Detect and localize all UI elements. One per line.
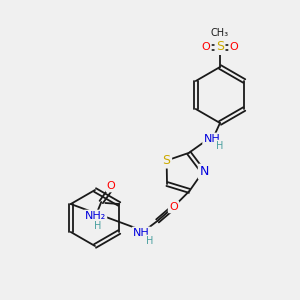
Text: H: H xyxy=(216,141,224,151)
Text: CH₃: CH₃ xyxy=(211,28,229,38)
Text: O: O xyxy=(230,42,238,52)
Text: H: H xyxy=(146,236,153,246)
Text: NH: NH xyxy=(204,134,220,144)
Text: N: N xyxy=(199,165,209,178)
Text: NH: NH xyxy=(133,228,150,238)
Text: O: O xyxy=(169,202,178,212)
Text: H: H xyxy=(94,221,101,231)
Text: NH₂: NH₂ xyxy=(85,211,106,221)
Text: O: O xyxy=(202,42,210,52)
Text: O: O xyxy=(107,181,116,191)
Text: S: S xyxy=(163,154,171,167)
Text: S: S xyxy=(216,40,224,53)
